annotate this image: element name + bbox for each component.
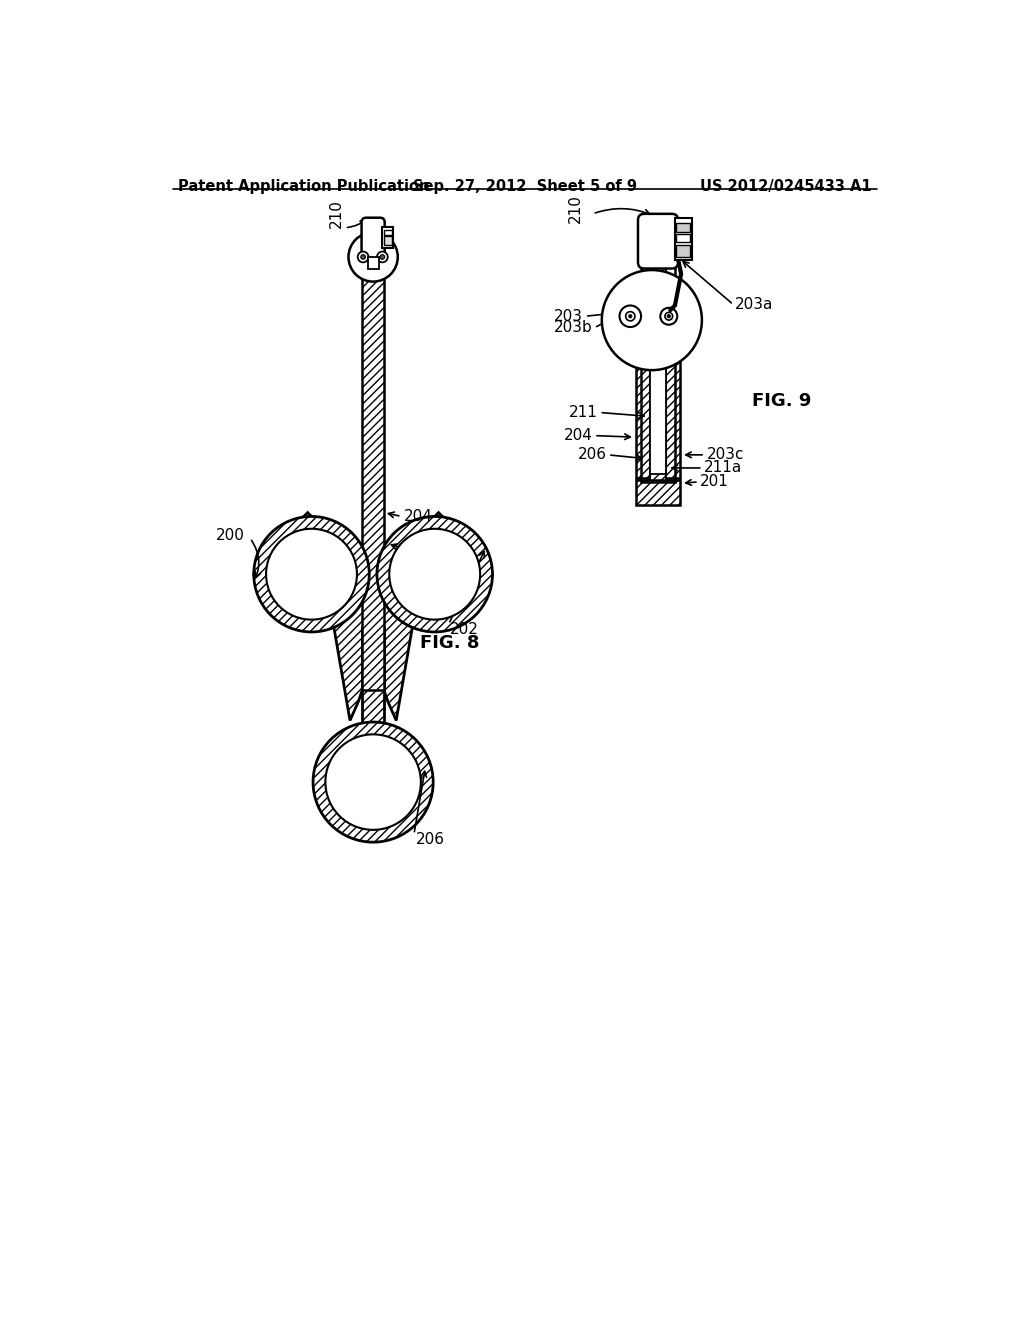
Bar bbox=[362, 251, 384, 689]
Circle shape bbox=[602, 271, 701, 370]
FancyBboxPatch shape bbox=[638, 214, 678, 268]
Text: 201: 201 bbox=[408, 544, 436, 558]
Bar bbox=[675, 218, 692, 260]
Circle shape bbox=[629, 314, 632, 318]
Circle shape bbox=[313, 722, 433, 842]
Bar bbox=[384, 230, 391, 235]
Circle shape bbox=[380, 255, 385, 259]
Text: 203a: 203a bbox=[735, 297, 773, 313]
Text: FIG. 8: FIG. 8 bbox=[421, 635, 480, 652]
Circle shape bbox=[377, 252, 388, 263]
Circle shape bbox=[665, 313, 673, 321]
Circle shape bbox=[626, 312, 635, 321]
Circle shape bbox=[620, 305, 641, 327]
Text: US 2012/0245433 A1: US 2012/0245433 A1 bbox=[699, 180, 871, 194]
Text: 201: 201 bbox=[700, 474, 729, 490]
Circle shape bbox=[266, 529, 357, 619]
Circle shape bbox=[668, 314, 671, 318]
Circle shape bbox=[357, 252, 369, 263]
Bar bbox=[637, 480, 680, 506]
Text: 206: 206 bbox=[578, 447, 606, 462]
Text: 206: 206 bbox=[416, 833, 444, 847]
Bar bbox=[368, 257, 379, 269]
Text: Patent Application Publication: Patent Application Publication bbox=[178, 180, 430, 194]
Circle shape bbox=[660, 308, 677, 325]
Text: Sep. 27, 2012  Sheet 5 of 9: Sep. 27, 2012 Sheet 5 of 9 bbox=[413, 180, 637, 194]
Polygon shape bbox=[362, 628, 384, 726]
Bar bbox=[384, 236, 391, 246]
Bar bbox=[382, 227, 393, 248]
Polygon shape bbox=[254, 512, 493, 721]
Circle shape bbox=[377, 516, 493, 632]
Text: 202: 202 bbox=[451, 622, 479, 638]
Text: 210: 210 bbox=[568, 194, 584, 223]
Circle shape bbox=[326, 734, 421, 830]
Circle shape bbox=[360, 255, 366, 259]
Bar bbox=[641, 263, 675, 482]
Bar bbox=[677, 223, 690, 232]
Text: 200: 200 bbox=[216, 528, 245, 544]
Text: 203: 203 bbox=[554, 309, 584, 323]
Circle shape bbox=[348, 232, 397, 281]
Bar bbox=[637, 363, 680, 478]
Text: 203c: 203c bbox=[707, 447, 744, 462]
Text: 204: 204 bbox=[563, 428, 593, 444]
Text: 210: 210 bbox=[330, 199, 344, 228]
Bar bbox=[650, 263, 666, 482]
FancyBboxPatch shape bbox=[361, 218, 385, 259]
Bar bbox=[677, 244, 690, 257]
Text: 203b: 203b bbox=[554, 321, 593, 335]
Circle shape bbox=[254, 516, 370, 632]
Bar bbox=[677, 234, 690, 242]
Text: 204: 204 bbox=[403, 510, 433, 524]
Bar bbox=[650, 367, 666, 474]
Text: FIG. 9: FIG. 9 bbox=[752, 392, 811, 411]
Circle shape bbox=[389, 529, 480, 619]
Text: 211: 211 bbox=[569, 405, 598, 420]
Text: 211a: 211a bbox=[705, 461, 742, 475]
